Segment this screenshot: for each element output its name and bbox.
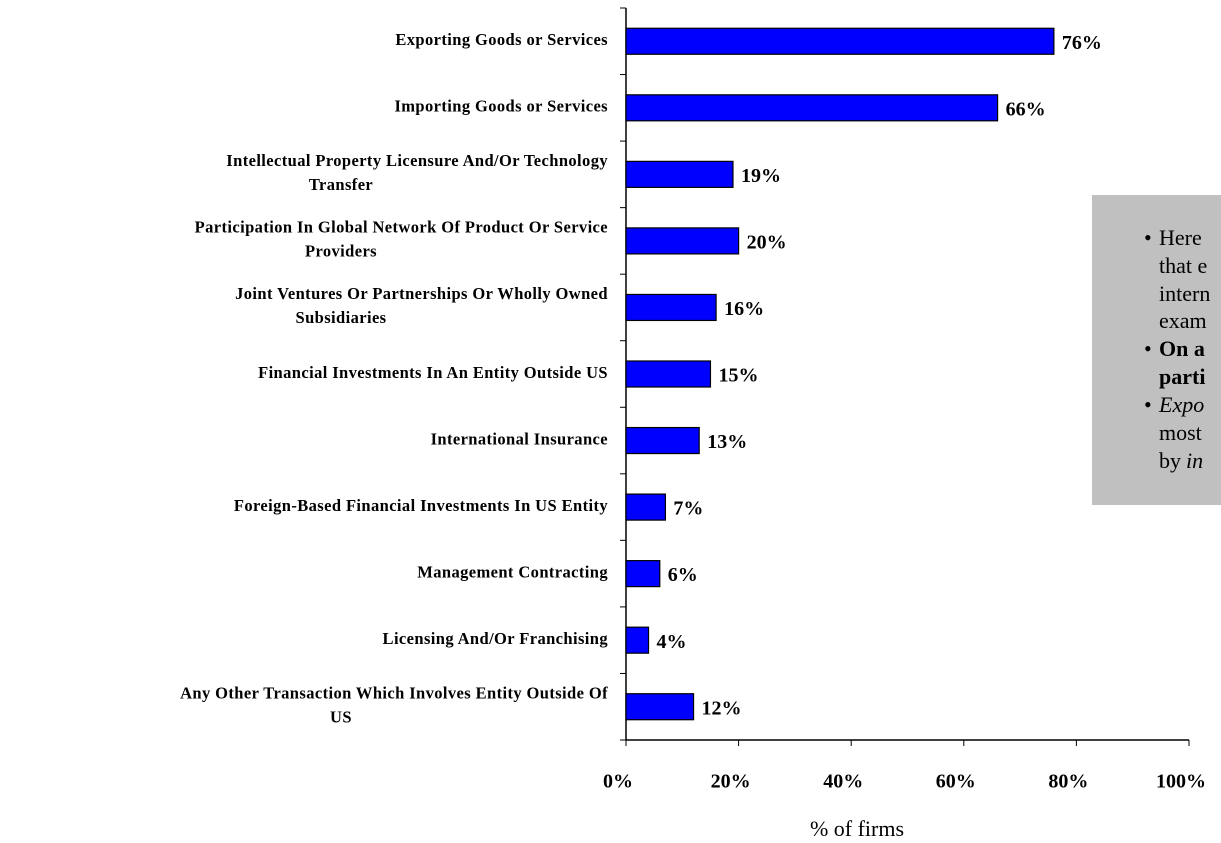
value-label: 7% — [673, 498, 703, 520]
value-label: 4% — [657, 631, 687, 653]
annotation-line: Expo — [1158, 392, 1204, 417]
annotation-line: that e — [1159, 253, 1207, 278]
bullet: • — [1144, 336, 1152, 361]
value-label: 6% — [668, 564, 698, 586]
value-label: 16% — [724, 298, 764, 320]
bar — [625, 293, 717, 322]
bar — [625, 626, 650, 654]
x-tick-label: 20% — [711, 771, 751, 793]
bar — [625, 560, 661, 588]
annotation-line: by — [1159, 448, 1181, 473]
value-label: 12% — [702, 697, 742, 719]
value-label: 20% — [747, 232, 787, 254]
annotation-line: exam — [1159, 308, 1207, 333]
bar — [625, 426, 700, 455]
bar — [625, 160, 734, 188]
bullet: • — [1144, 225, 1152, 250]
y-tick-label: Management Contracting — [417, 562, 608, 581]
y-tick-label: Intellectual Property Licensure And/Or T… — [226, 151, 608, 170]
value-label: 15% — [718, 365, 758, 387]
annotation-line: in — [1186, 448, 1203, 473]
y-tick-label: Providers — [305, 242, 377, 261]
y-tick-label: Any Other Transaction Which Involves Ent… — [180, 684, 608, 703]
y-tick-label: International Insurance — [431, 429, 608, 448]
annotation-line: intern — [1159, 281, 1210, 306]
bar — [625, 693, 695, 721]
y-tick-label: Subsidiaries — [296, 308, 387, 327]
value-label: 66% — [1006, 98, 1046, 120]
annotation-line: most — [1159, 420, 1202, 445]
value-label: 19% — [741, 165, 781, 187]
y-tick-label: Financial Investments In An Entity Outsi… — [258, 363, 608, 382]
annotation-line: On a — [1159, 336, 1205, 361]
y-tick-label: Exporting Goods or Services — [395, 30, 608, 49]
y-tick-label: US — [330, 708, 352, 727]
x-axis-label: % of firms — [810, 816, 904, 841]
y-tick-label: Participation In Global Network Of Produ… — [195, 218, 608, 237]
value-label: 76% — [1062, 32, 1102, 54]
y-tick-label: Importing Goods or Services — [394, 97, 608, 116]
y-tick-label: Licensing And/Or Franchising — [383, 629, 609, 648]
bar — [625, 360, 712, 388]
annotation-box — [1092, 195, 1221, 505]
x-tick-label: 60% — [936, 771, 976, 793]
x-tick-label: 100% — [1156, 771, 1206, 793]
annotation: • Here that e intern exam • On a parti •… — [1144, 225, 1210, 473]
annotation-line: Here — [1159, 225, 1202, 250]
y-tick-label: Foreign-Based Financial Investments In U… — [234, 496, 608, 515]
bar — [625, 227, 740, 255]
x-tick-label: 40% — [823, 771, 863, 793]
bar — [625, 493, 667, 521]
annotation-line: parti — [1159, 364, 1205, 389]
x-tick-label: 80% — [1048, 771, 1088, 793]
value-label: 13% — [707, 431, 747, 453]
bullet: • — [1144, 392, 1152, 417]
y-tick-label: Joint Ventures Or Partnerships Or Wholly… — [235, 284, 608, 303]
bar — [625, 27, 1055, 55]
y-tick-label: Transfer — [309, 175, 373, 194]
bar — [625, 94, 999, 122]
x-tick-label: 0% — [603, 771, 633, 793]
